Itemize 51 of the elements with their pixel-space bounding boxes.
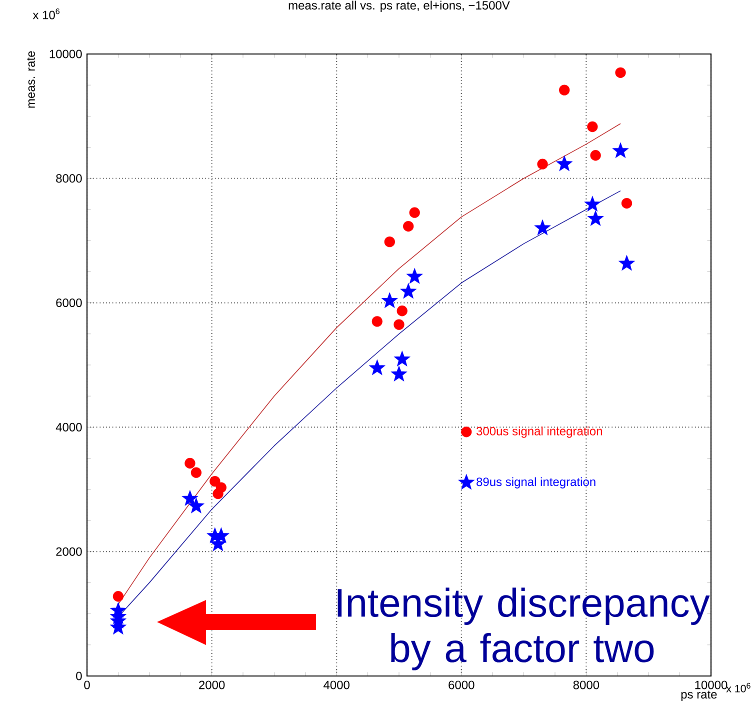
point bbox=[372, 316, 382, 327]
y-tick-label: 0 bbox=[76, 672, 82, 680]
point bbox=[382, 293, 398, 308]
y-tick-label: 2000 bbox=[56, 547, 82, 556]
x-tick-label: 6000 bbox=[448, 680, 474, 690]
y-tick-label: 4000 bbox=[56, 422, 82, 432]
text: x 10$^{6}$ bbox=[726, 682, 750, 692]
y-axis-title: meas. rate bbox=[27, 51, 35, 108]
legend-label: 300us signal integration bbox=[476, 426, 602, 438]
point bbox=[537, 158, 548, 170]
point bbox=[384, 236, 395, 248]
legend-label: 89us signal integration bbox=[476, 477, 596, 488]
text: x 10$^{6}$ bbox=[32, 8, 60, 20]
point bbox=[535, 220, 550, 235]
point bbox=[182, 490, 198, 506]
x-tick-label: 4000 bbox=[324, 680, 350, 690]
point bbox=[396, 306, 408, 316]
point bbox=[112, 591, 124, 602]
point bbox=[370, 360, 385, 375]
point bbox=[394, 352, 410, 366]
point bbox=[391, 366, 407, 381]
y-tick-label: 6000 bbox=[56, 298, 82, 308]
point bbox=[619, 256, 634, 270]
x-tick-label: 10000 bbox=[695, 680, 728, 690]
point bbox=[394, 319, 404, 330]
point bbox=[216, 482, 226, 493]
chart-title: meas.rate all vs. ps rate, el+ions, −1500V bbox=[288, 0, 510, 12]
annotation: Intensity discrepancy by a factor two bbox=[338, 588, 710, 670]
point bbox=[590, 150, 601, 161]
point bbox=[409, 207, 420, 218]
point bbox=[588, 210, 604, 226]
point bbox=[400, 284, 416, 298]
point bbox=[615, 67, 626, 78]
point bbox=[613, 143, 628, 158]
point bbox=[184, 458, 196, 469]
point bbox=[210, 476, 220, 487]
point bbox=[584, 196, 600, 211]
y-tick-label: 10000 bbox=[50, 50, 82, 58]
x-axis-title: ps rate bbox=[681, 690, 717, 701]
point bbox=[559, 84, 570, 96]
y-tick-label: 8000 bbox=[56, 174, 82, 183]
x-tick-label: 8000 bbox=[573, 680, 600, 690]
x-tick-label: 0 bbox=[84, 680, 90, 690]
point bbox=[556, 156, 572, 171]
point bbox=[407, 268, 422, 284]
point bbox=[190, 467, 202, 478]
x-tick-label: 2000 bbox=[199, 680, 225, 690]
point bbox=[188, 498, 204, 513]
point bbox=[621, 198, 632, 209]
point bbox=[587, 121, 598, 132]
point bbox=[403, 220, 414, 232]
